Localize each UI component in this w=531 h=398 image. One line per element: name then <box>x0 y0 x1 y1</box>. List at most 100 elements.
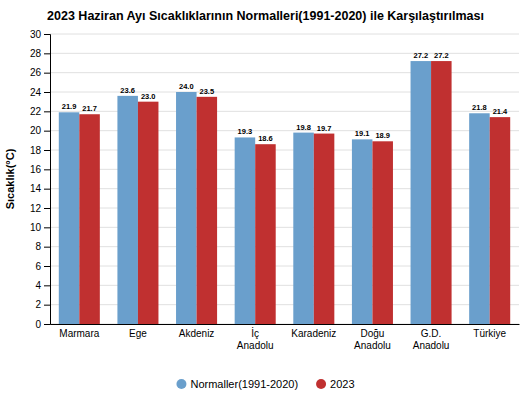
bar-series <box>59 61 490 324</box>
x-tick-label: DoğuAnadolu <box>354 328 391 351</box>
y-tick-mark <box>44 169 50 170</box>
y-tick: 6 <box>35 261 50 272</box>
x-tick: Marmara <box>59 328 99 339</box>
y-tick: 18 <box>30 145 50 156</box>
x-tick-label: Marmara <box>59 328 99 339</box>
bar <box>352 139 373 324</box>
x-tick-label: Karadeniz <box>291 328 336 339</box>
y-tick-label: 20 <box>30 125 42 136</box>
legend: Normaller(1991-2020) 2023 <box>176 378 354 390</box>
x-tick: G.D.Anadolu <box>413 328 450 351</box>
legend-item: 2023 <box>316 378 354 390</box>
y-tick-mark <box>44 208 50 209</box>
y-tick: 8 <box>35 241 50 252</box>
x-tick-label: İçAnadolu <box>237 327 274 351</box>
data-label: 19.8 <box>296 123 311 132</box>
y-tick-mark <box>44 324 50 325</box>
bar-series <box>79 61 510 324</box>
data-label: 23.0 <box>141 92 156 101</box>
y-tick-mark <box>44 189 50 190</box>
bar <box>411 61 432 324</box>
data-label: 19.3 <box>238 127 253 136</box>
y-tick-label: 24 <box>30 87 42 98</box>
data-label: 18.6 <box>258 134 273 143</box>
data-label: 24.0 <box>179 82 194 91</box>
y-tick: 30 <box>30 29 50 40</box>
y-tick: 0 <box>35 319 50 330</box>
plot-area: 024681012141618202224262830MarmaraEgeAkd… <box>30 29 520 351</box>
data-label: 21.4 <box>493 107 508 116</box>
data-label: 23.6 <box>120 86 135 95</box>
y-tick-label: 2 <box>35 299 41 310</box>
x-tick-label: G.D.Anadolu <box>413 328 450 351</box>
bar <box>59 112 80 324</box>
grid-line <box>50 34 519 35</box>
x-tick-label: Türkiye <box>473 328 506 339</box>
y-tick-label: 16 <box>30 164 42 175</box>
data-labels: 21.923.624.019.319.819.127.221.821.723.0… <box>62 51 508 143</box>
x-tick: Akdeniz <box>179 328 215 339</box>
y-tick: 14 <box>30 183 50 194</box>
bar <box>197 97 218 324</box>
y-tick-label: 28 <box>30 48 42 59</box>
chart: 024681012141618202224262830MarmaraEgeAkd… <box>0 0 531 398</box>
x-tick-label: Akdeniz <box>179 328 215 339</box>
bar <box>469 113 490 324</box>
bar <box>235 137 256 324</box>
data-label: 18.9 <box>375 131 390 140</box>
x-tick-label: Ege <box>129 328 147 339</box>
y-axis-title: Sıcaklık(°C) <box>4 148 16 209</box>
y-tick-label: 10 <box>30 222 42 233</box>
x-tick: DoğuAnadolu <box>354 328 391 351</box>
bar <box>314 134 335 324</box>
x-tick: Ege <box>129 328 147 339</box>
y-tick-mark <box>44 285 50 286</box>
data-label: 21.7 <box>82 104 97 113</box>
x-tick: Karadeniz <box>291 328 336 339</box>
y-tick-label: 12 <box>30 203 42 214</box>
y-tick-label: 14 <box>30 183 42 194</box>
bar <box>117 96 138 324</box>
y-tick-mark <box>44 227 50 228</box>
legend-label: 2023 <box>330 378 354 390</box>
y-tick: 12 <box>30 203 50 214</box>
y-axis: 024681012141618202224262830 <box>30 29 51 330</box>
y-tick-label: 0 <box>35 319 41 330</box>
bars <box>59 61 510 324</box>
y-tick: 2 <box>35 299 50 310</box>
legend-marker <box>176 379 186 389</box>
data-label: 19.1 <box>355 129 370 138</box>
y-tick-label: 4 <box>35 280 41 291</box>
bar <box>293 133 314 324</box>
bar <box>490 117 511 324</box>
y-tick-label: 26 <box>30 67 42 78</box>
chart-title: 2023 Haziran Ayı Sıcaklıklarının Normall… <box>47 9 484 23</box>
y-tick-mark <box>44 266 50 267</box>
data-label: 23.5 <box>200 87 215 96</box>
y-tick: 22 <box>30 106 50 117</box>
y-tick-mark <box>44 150 50 151</box>
data-label: 21.9 <box>62 102 77 111</box>
y-tick-mark <box>44 53 50 54</box>
y-tick: 10 <box>30 222 50 233</box>
y-tick-mark <box>44 247 50 248</box>
legend-marker <box>316 379 326 389</box>
y-tick-label: 8 <box>35 241 41 252</box>
bar <box>372 141 393 324</box>
y-tick-label: 18 <box>30 145 42 156</box>
y-tick-mark <box>44 111 50 112</box>
x-tick: İçAnadolu <box>237 327 274 351</box>
y-tick-label: 30 <box>30 29 42 40</box>
y-tick-mark <box>44 92 50 93</box>
y-tick: 26 <box>30 67 50 78</box>
grid-line <box>50 53 519 54</box>
y-tick: 24 <box>30 87 50 98</box>
y-tick-label: 6 <box>35 261 41 272</box>
y-axis-line <box>44 35 51 325</box>
x-tick: Türkiye <box>473 328 506 339</box>
bar <box>138 102 159 324</box>
y-tick: 4 <box>35 280 50 291</box>
legend-label: Normaller(1991-2020) <box>190 378 298 390</box>
y-tick: 16 <box>30 164 50 175</box>
data-label: 27.2 <box>434 51 449 60</box>
